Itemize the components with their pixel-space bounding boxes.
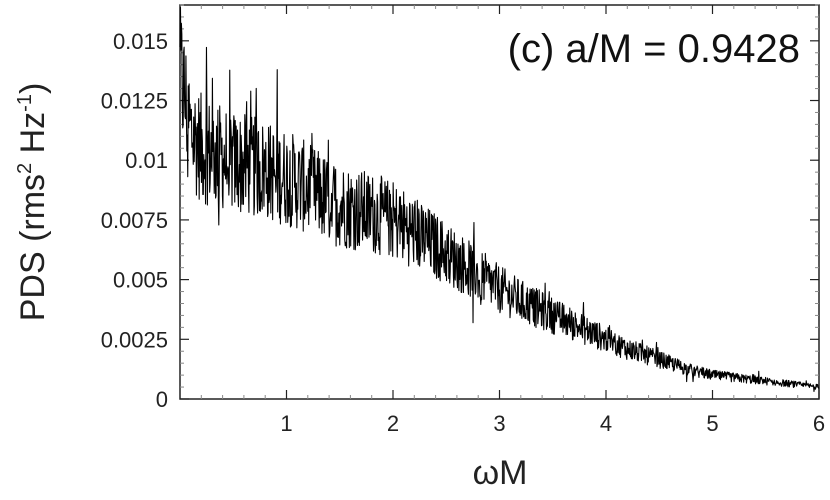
minor-ticks (180, 4, 819, 399)
y-axis-label-mid: Hz (14, 112, 52, 163)
x-axis-ticks: 1 2 3 4 5 6 (280, 5, 825, 436)
x-tick-label: 5 (706, 411, 718, 436)
y-axis-label-prefix: PDS (rms (14, 174, 52, 321)
x-tick-label: 3 (493, 411, 505, 436)
y-axis-ticks: 0 0.0025 0.005 0.0075 0.01 0.0125 0.015 (101, 29, 819, 412)
y-tick-label: 0.01 (125, 148, 168, 173)
chart-annotation: (c) a/M = 0.9428 (508, 27, 800, 71)
y-axis-label-sup1: 2 (14, 163, 36, 174)
x-tick-label: 6 (813, 411, 825, 436)
y-axis-label-suffix: ) (14, 83, 52, 94)
y-axis-label: PDS (rms2 Hz-1) (14, 83, 52, 322)
y-tick-label: 0.0025 (101, 327, 168, 352)
x-tick-label: 1 (280, 411, 292, 436)
x-tick-label: 2 (387, 411, 399, 436)
x-tick-label: 4 (600, 411, 612, 436)
y-tick-label: 0.0075 (101, 208, 168, 233)
y-tick-label: 0.015 (113, 29, 168, 54)
series-group (179, 6, 820, 392)
pds-series-line (179, 6, 820, 392)
x-axis-label: ωM (473, 454, 528, 492)
y-tick-label: 0.0125 (101, 89, 168, 114)
y-tick-label: 0 (156, 387, 168, 412)
y-axis-label-sup2: -1 (14, 94, 36, 112)
y-tick-label: 0.005 (113, 268, 168, 293)
